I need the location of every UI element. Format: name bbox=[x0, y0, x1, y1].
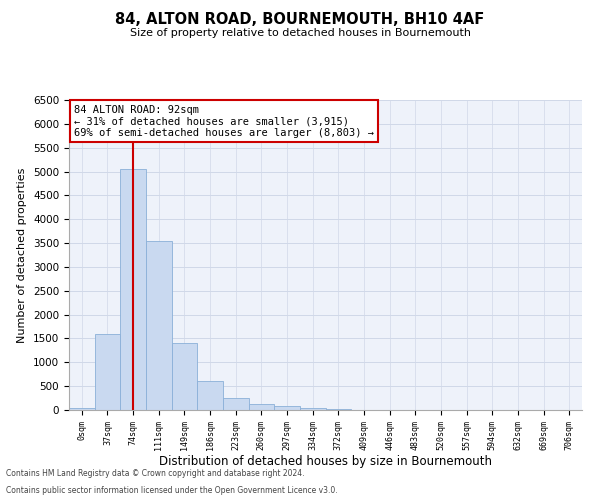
Bar bbox=[300, 408, 325, 410]
Bar bbox=[69, 408, 95, 410]
Bar bbox=[274, 406, 300, 410]
Text: Contains public sector information licensed under the Open Government Licence v3: Contains public sector information licen… bbox=[6, 486, 338, 495]
Bar bbox=[121, 169, 146, 410]
Text: Size of property relative to detached houses in Bournemouth: Size of property relative to detached ho… bbox=[130, 28, 470, 38]
Y-axis label: Number of detached properties: Number of detached properties bbox=[17, 168, 28, 342]
X-axis label: Distribution of detached houses by size in Bournemouth: Distribution of detached houses by size … bbox=[159, 456, 492, 468]
Bar bbox=[197, 382, 223, 410]
Bar bbox=[325, 408, 351, 410]
Bar bbox=[172, 343, 197, 410]
Bar bbox=[146, 240, 172, 410]
Bar bbox=[223, 398, 248, 410]
Bar bbox=[248, 404, 274, 410]
Bar bbox=[95, 334, 121, 410]
Text: 84, ALTON ROAD, BOURNEMOUTH, BH10 4AF: 84, ALTON ROAD, BOURNEMOUTH, BH10 4AF bbox=[115, 12, 485, 28]
Text: 84 ALTON ROAD: 92sqm
← 31% of detached houses are smaller (3,915)
69% of semi-de: 84 ALTON ROAD: 92sqm ← 31% of detached h… bbox=[74, 104, 374, 138]
Text: Contains HM Land Registry data © Crown copyright and database right 2024.: Contains HM Land Registry data © Crown c… bbox=[6, 468, 305, 477]
